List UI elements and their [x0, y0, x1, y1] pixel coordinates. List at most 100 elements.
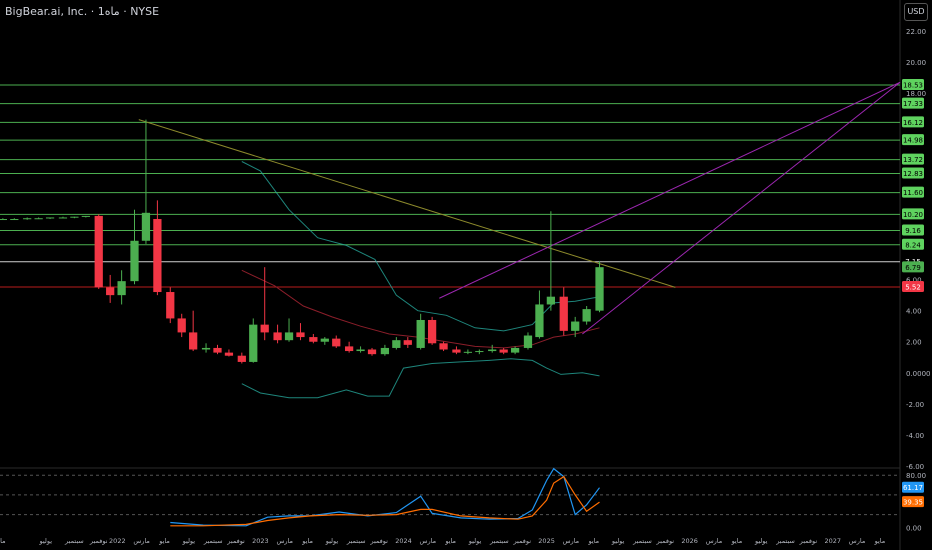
- candle-body: [284, 332, 294, 341]
- candle: [10, 218, 19, 221]
- support-badge-label: 5.52: [905, 284, 921, 292]
- chart-title: BigBear.ai, Inc. · 1ماه · NYSE: [5, 5, 160, 18]
- candle: [141, 119, 151, 244]
- osc-badge-d-label: 39.35: [903, 499, 923, 507]
- time-axis-tick: سبتمبر: [346, 537, 366, 545]
- candle: [356, 346, 365, 353]
- time-axis-tick: ما: [0, 537, 5, 545]
- current-price-badge: 6.79: [902, 261, 924, 273]
- time-axis-tick: مارس: [849, 537, 866, 545]
- candle: [452, 346, 461, 355]
- level-badge-label: 18.53: [903, 81, 923, 89]
- level-badge-bg: [902, 208, 924, 220]
- candle-body: [571, 321, 580, 331]
- candle-body: [595, 267, 604, 311]
- candle-body: [488, 349, 497, 352]
- candle: [58, 216, 68, 219]
- candle: [130, 209, 139, 285]
- time-axis-tick: 2026: [681, 537, 698, 545]
- level-badge-bg: [902, 134, 924, 146]
- candle-body: [141, 212, 151, 241]
- level-badge: 12.83: [902, 167, 924, 179]
- candle: [45, 217, 55, 220]
- time-axis-tick: مايو: [587, 537, 599, 545]
- candle-body: [201, 347, 211, 350]
- candle-body: [0, 219, 7, 221]
- currency-button[interactable]: USD: [904, 3, 928, 21]
- time-axis-tick: نوفمبر: [799, 537, 818, 545]
- level-badge-bg: [902, 97, 924, 109]
- trend-line-purple-2: [582, 81, 901, 335]
- level-badge-bg: [902, 116, 924, 128]
- candle: [595, 260, 604, 313]
- candle: [106, 274, 115, 303]
- candle-body: [10, 219, 19, 221]
- level-badge: 11.60: [902, 186, 924, 198]
- level-badge-label: 9.16: [905, 227, 921, 235]
- osc-badge-k-bg: [902, 481, 924, 493]
- candle-body: [273, 332, 282, 341]
- candle-body: [130, 240, 139, 282]
- level-badge-label: 17.33: [903, 100, 923, 108]
- osc-line-d: [170, 475, 600, 527]
- price-axis-tick: 6.00: [906, 277, 922, 285]
- price-axis-tick: -2.00: [906, 401, 924, 409]
- time-axis-tick: نوفمبر: [512, 537, 531, 545]
- current-price-badge-label: 6.79: [905, 264, 921, 272]
- level-badge: 10.20: [902, 208, 924, 220]
- candle-body: [345, 346, 354, 352]
- time-axis-tick: مارس: [133, 537, 150, 545]
- time-axis-tick: يوليو: [611, 537, 625, 545]
- time-axis-tick: سبتمبر: [632, 537, 652, 545]
- candle: [153, 200, 162, 296]
- candle: [213, 344, 222, 355]
- candle-body: [510, 347, 520, 353]
- candle-body: [452, 349, 461, 353]
- candle: [224, 349, 234, 357]
- candle-body: [356, 349, 365, 352]
- candle-body: [380, 347, 390, 355]
- candle: [475, 349, 484, 355]
- candle-body: [213, 347, 222, 353]
- time-axis-tick: سبتمبر: [489, 537, 509, 545]
- level-badge: 14.98: [902, 134, 924, 146]
- candle: [237, 352, 246, 364]
- candle: [463, 349, 473, 355]
- level-badge: 16.12: [902, 116, 924, 128]
- level-badge-label: 13.72: [903, 156, 923, 164]
- level-badge: 13.72: [902, 153, 924, 165]
- time-axis-tick: مايو: [444, 537, 456, 545]
- price-axis-tick: 18.00: [906, 90, 926, 98]
- price-axis-tick: -4.00: [906, 432, 924, 440]
- candle-body: [475, 351, 484, 353]
- candle: [0, 218, 7, 221]
- candle-body: [320, 338, 329, 342]
- level-badge-label: 12.83: [903, 170, 923, 178]
- current-price-badge-bg: [902, 261, 924, 273]
- candle-body: [189, 332, 198, 350]
- candle-body: [546, 296, 555, 305]
- level-badge-bg: [902, 238, 924, 250]
- band-lower: [241, 358, 600, 399]
- candle-body: [177, 318, 186, 333]
- support-badge: 5.52: [902, 281, 924, 293]
- trend-line-olive-0: [138, 119, 676, 288]
- level-badge-label: 8.24: [905, 241, 921, 249]
- price-axis-tick: 0.0000: [906, 370, 931, 378]
- candle: [284, 318, 294, 342]
- level-badge-label: 10.20: [903, 211, 923, 219]
- candle-body: [260, 324, 269, 333]
- candle-body: [332, 338, 341, 347]
- time-axis-tick: مايو: [731, 537, 743, 545]
- candle-body: [153, 219, 162, 293]
- price-axis-tick: 4.00: [906, 308, 922, 316]
- price-axis-tick: 22.00: [906, 28, 926, 36]
- osc-line-k: [170, 467, 600, 527]
- osc-axis-tick: 0.00: [906, 525, 922, 533]
- time-axis-tick: يوليو: [468, 537, 482, 545]
- time-axis-tick: نوفمبر: [89, 537, 108, 545]
- time-axis-tick: 2022: [109, 537, 126, 545]
- candle: [403, 337, 412, 348]
- time-axis-tick: يوليو: [39, 537, 53, 545]
